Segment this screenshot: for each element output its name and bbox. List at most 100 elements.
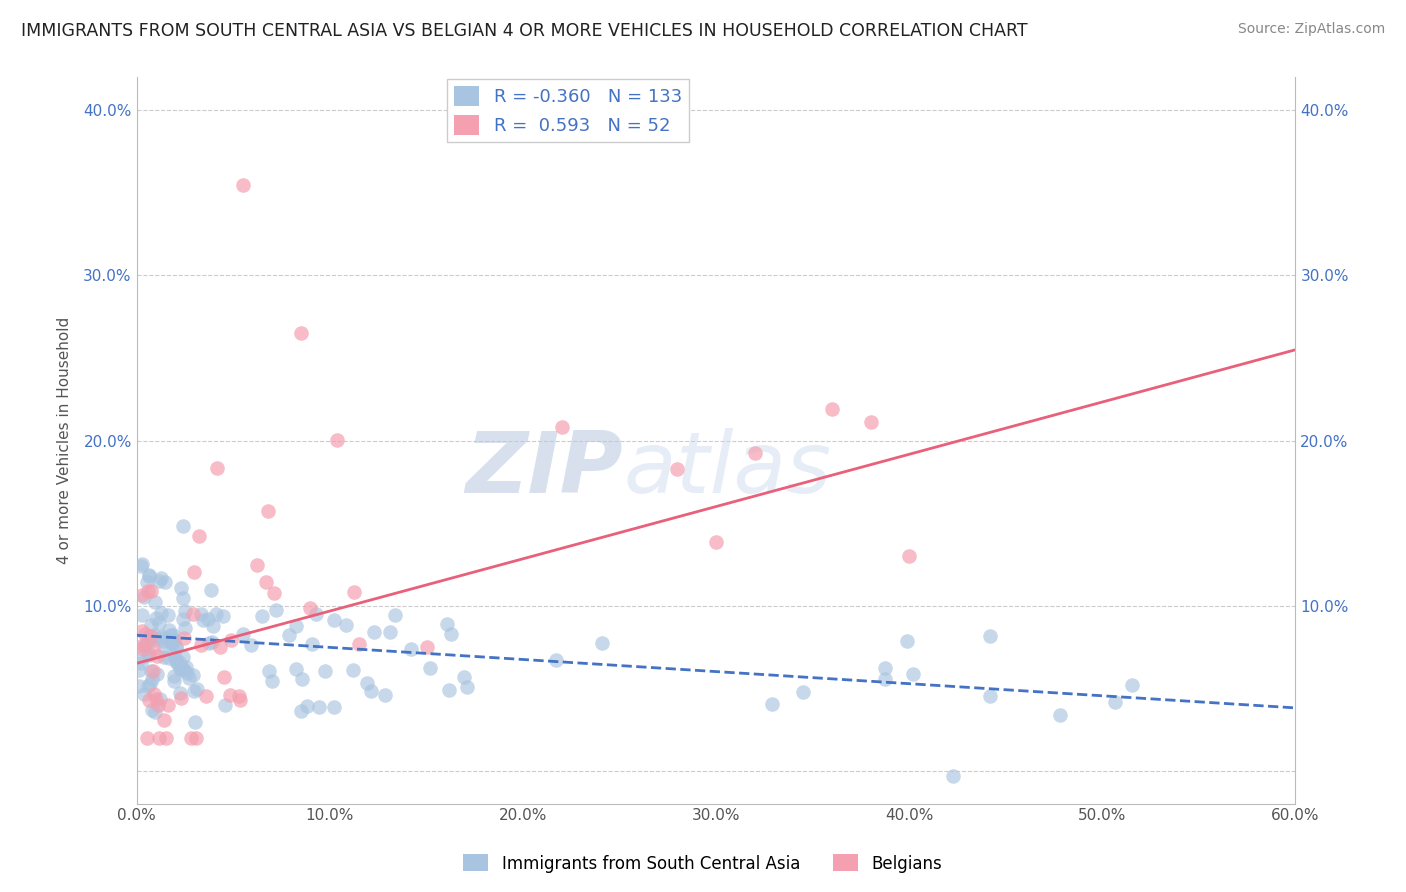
Point xyxy=(157,651,180,665)
Point xyxy=(149,691,172,706)
Point xyxy=(232,627,254,641)
Point xyxy=(821,402,844,417)
Point xyxy=(150,629,173,643)
Point xyxy=(257,503,280,517)
Point xyxy=(436,617,458,632)
Point xyxy=(218,688,240,702)
Point xyxy=(550,420,572,434)
Point xyxy=(148,574,170,589)
Point xyxy=(138,693,160,707)
Text: atlas: atlas xyxy=(623,428,831,511)
Point xyxy=(174,660,197,674)
Point xyxy=(176,665,198,680)
Point xyxy=(172,591,194,605)
Point xyxy=(172,650,194,665)
Point xyxy=(183,715,205,730)
Point xyxy=(257,664,280,678)
Point xyxy=(439,683,461,698)
Point xyxy=(146,648,169,663)
Point xyxy=(142,664,165,678)
Point xyxy=(873,672,896,686)
Point xyxy=(177,671,200,685)
Point xyxy=(167,655,190,669)
Point xyxy=(188,529,211,543)
Point xyxy=(440,627,463,641)
Point xyxy=(453,670,475,684)
Point xyxy=(153,575,176,590)
Text: Source: ZipAtlas.com: Source: ZipAtlas.com xyxy=(1237,22,1385,37)
Point xyxy=(132,687,155,701)
Point xyxy=(183,683,205,698)
Point xyxy=(1049,707,1071,722)
Point xyxy=(141,631,163,645)
Point xyxy=(254,574,277,589)
Point xyxy=(228,690,250,704)
Point xyxy=(342,663,364,677)
Point xyxy=(138,647,160,661)
Point xyxy=(141,672,163,686)
Text: ZIP: ZIP xyxy=(465,428,623,511)
Point xyxy=(129,656,152,670)
Point xyxy=(343,584,366,599)
Point xyxy=(163,674,186,689)
Point xyxy=(873,661,896,675)
Point xyxy=(163,649,186,664)
Point xyxy=(278,628,301,642)
Point xyxy=(744,445,766,459)
Point xyxy=(136,679,159,693)
Point xyxy=(180,731,202,745)
Point xyxy=(190,607,212,622)
Point xyxy=(135,731,157,745)
Point xyxy=(208,640,231,654)
Point xyxy=(139,676,162,690)
Point xyxy=(214,698,236,712)
Point xyxy=(544,653,567,667)
Point xyxy=(173,663,195,677)
Point xyxy=(155,731,177,745)
Point xyxy=(146,698,169,713)
Point xyxy=(136,583,159,598)
Point xyxy=(349,637,371,651)
Y-axis label: 4 or more Vehicles in Household: 4 or more Vehicles in Household xyxy=(58,317,72,564)
Point xyxy=(170,582,193,596)
Point xyxy=(141,629,163,643)
Point xyxy=(131,624,153,638)
Point xyxy=(141,703,163,717)
Point xyxy=(173,631,195,645)
Point xyxy=(160,637,183,651)
Point xyxy=(181,667,204,681)
Point xyxy=(138,567,160,582)
Point xyxy=(146,667,169,681)
Point xyxy=(290,326,312,341)
Point xyxy=(162,632,184,647)
Point xyxy=(314,664,336,678)
Point xyxy=(160,635,183,649)
Point xyxy=(942,769,965,783)
Point xyxy=(250,608,273,623)
Point xyxy=(131,608,153,623)
Point xyxy=(172,519,194,533)
Point xyxy=(153,650,176,665)
Point xyxy=(132,591,155,605)
Point xyxy=(1121,678,1143,692)
Point xyxy=(360,684,382,698)
Point xyxy=(142,640,165,655)
Point xyxy=(172,612,194,626)
Point xyxy=(285,618,308,632)
Point xyxy=(761,697,783,711)
Point xyxy=(165,640,187,655)
Point xyxy=(141,584,163,599)
Point xyxy=(205,460,228,475)
Point xyxy=(266,603,288,617)
Point xyxy=(197,612,219,626)
Point xyxy=(200,583,222,598)
Point xyxy=(325,433,347,447)
Point xyxy=(169,662,191,676)
Point xyxy=(901,667,924,681)
Point xyxy=(128,663,150,677)
Point xyxy=(149,631,172,645)
Point xyxy=(165,640,187,654)
Point xyxy=(979,689,1001,703)
Point xyxy=(399,641,422,656)
Point xyxy=(181,607,204,621)
